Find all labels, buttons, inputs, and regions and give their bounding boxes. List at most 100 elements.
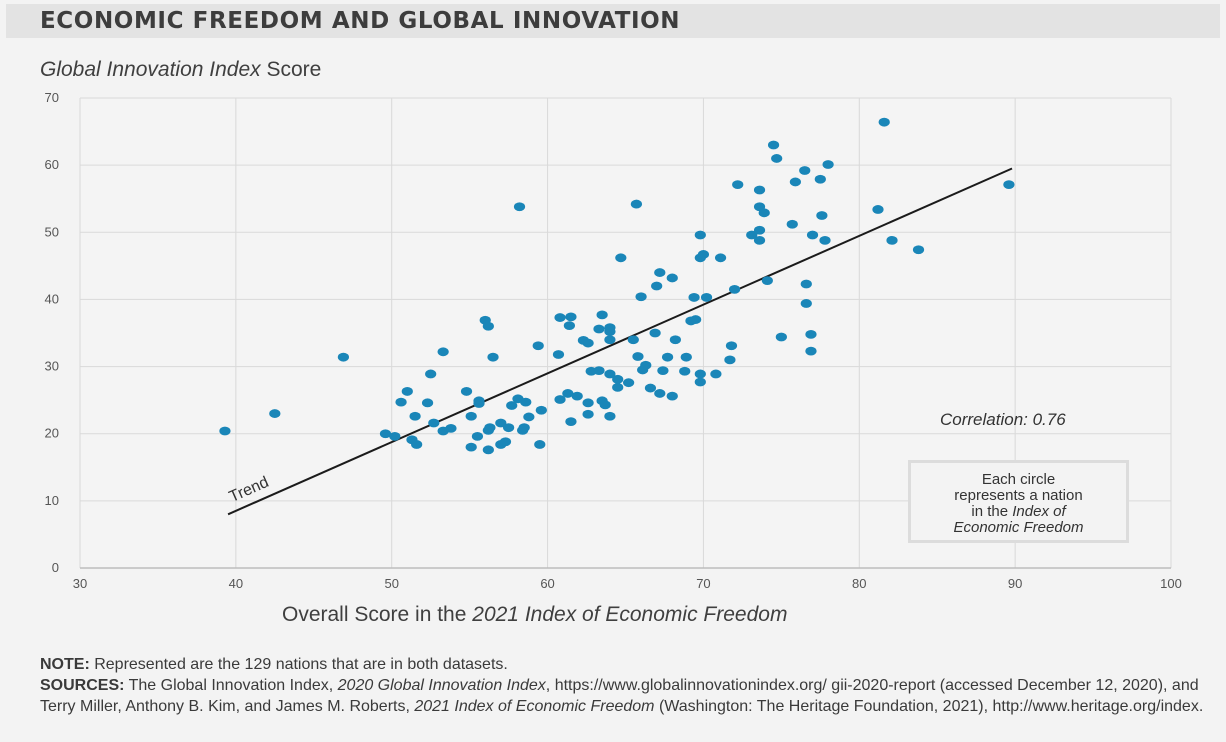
scatter-point <box>690 315 702 324</box>
trend-line <box>227 167 1013 516</box>
scatter-point <box>732 180 744 190</box>
scatter-point <box>710 369 722 379</box>
circle-note-line2: represents a nation <box>954 487 1083 504</box>
scatter-point <box>878 117 890 127</box>
scatter-point <box>389 432 401 441</box>
x-tick-label: 40 <box>229 576 243 591</box>
scatter-point <box>635 292 647 302</box>
scatter-point <box>714 253 727 263</box>
scatter-point <box>421 398 434 408</box>
x-axis-title-italic: 2021 Index of Economic Freedom <box>472 603 788 626</box>
scatter-point <box>337 352 349 362</box>
x-tick-label: 30 <box>73 576 87 591</box>
scatter-point <box>554 395 566 404</box>
scatter-point <box>688 293 700 302</box>
scatter-point <box>649 328 661 338</box>
circle-note-line1: Each circle <box>981 471 1056 488</box>
scatter-point <box>680 352 692 362</box>
scatter-point <box>654 268 666 277</box>
scatter-point <box>612 382 624 392</box>
note-line: NOTE: Represented are the 129 nations th… <box>40 654 1210 675</box>
scatter-point <box>666 273 678 283</box>
scatter-point <box>465 442 477 452</box>
scatter-point <box>814 174 826 184</box>
x-tick-label: 70 <box>696 576 710 591</box>
scatter-point <box>513 202 526 212</box>
correlation-label: Correlation: 0.76 <box>940 410 1066 429</box>
scatter-point <box>654 389 666 398</box>
scatter-point <box>694 377 706 387</box>
scatter-point <box>758 208 770 218</box>
scatter-point <box>503 423 515 433</box>
scatter-point <box>520 397 532 407</box>
scatter-point <box>582 338 594 348</box>
scatter-point <box>535 405 547 415</box>
scatter-point <box>669 335 681 345</box>
scatter-point <box>269 409 281 418</box>
scatter-point <box>816 211 828 220</box>
scatter-point <box>552 350 565 359</box>
y-tick-label: 20 <box>45 426 59 441</box>
scatter-point <box>484 423 496 433</box>
scatter-point <box>767 140 780 150</box>
scatter-point <box>554 313 566 322</box>
footer-notes: NOTE: Represented are the 129 nations th… <box>40 654 1210 717</box>
scatter-point <box>482 321 494 331</box>
y-tick-label: 50 <box>45 224 59 239</box>
scatter-point <box>746 230 758 240</box>
scatter-point <box>612 374 624 384</box>
scatter-point <box>644 383 657 393</box>
scatter-point <box>565 417 577 427</box>
scatter-point <box>379 429 392 439</box>
scatter-point <box>465 411 477 421</box>
scatter-point <box>694 230 706 240</box>
chart-title: ECONOMIC FREEDOM AND GLOBAL INNOVATION <box>40 8 681 34</box>
y-tick-label: 70 <box>45 90 59 105</box>
x-tick-label: 60 <box>540 576 554 591</box>
x-tick-label: 50 <box>384 576 398 591</box>
circle-note-line4-italic: Economic Freedom <box>953 519 1084 536</box>
scatter-point <box>805 346 817 356</box>
scatter-point <box>623 378 635 388</box>
sources-text: SOURCES: The Global Innovation Index, 20… <box>40 675 1210 717</box>
scatter-point <box>445 423 457 433</box>
scatter-point <box>666 391 678 401</box>
circle-note-box: Each circle represents a nation in the I… <box>908 460 1129 543</box>
scatter-point <box>487 352 499 362</box>
x-tick-label: 100 <box>1160 576 1182 591</box>
x-axis-title-prefix: Overall Score in the <box>282 603 473 626</box>
scatter-point <box>596 310 608 320</box>
scatter-point <box>437 347 449 357</box>
x-tick-label: 90 <box>1008 576 1022 591</box>
scatter-point <box>753 185 766 195</box>
sources-italic-1: 2020 Global Innovation Index <box>337 677 546 694</box>
scatter-point <box>819 235 831 245</box>
scatter-point <box>604 411 616 421</box>
scatter-point <box>627 335 639 345</box>
scatter-point <box>661 352 674 362</box>
sources-italic-2: 2021 Index of Economic Freedom <box>414 698 655 715</box>
scatter-point <box>428 418 440 428</box>
scatter-point <box>401 387 413 396</box>
scatter-point <box>582 409 594 419</box>
title-bar: ECONOMIC FREEDOM AND GLOBAL INNOVATION <box>6 4 1220 38</box>
scatter-point <box>518 423 530 433</box>
circle-note-line3-prefix: in the <box>971 503 1013 520</box>
scatter-point <box>775 332 787 342</box>
circle-note-line3: in the Index of <box>911 504 1126 520</box>
scatter-point <box>425 369 437 379</box>
scatter-point <box>615 253 627 263</box>
y-axis-title: Global Innovation Index Score <box>40 58 321 82</box>
scatter-point <box>632 352 644 361</box>
sources-text-1: The Global Innovation Index, <box>124 677 338 694</box>
scatter-point <box>562 389 574 398</box>
y-tick-label: 0 <box>52 560 59 575</box>
scatter-point <box>806 230 819 240</box>
scatter-point <box>532 341 544 351</box>
scatter-point <box>651 281 663 291</box>
scatter-point <box>593 366 605 375</box>
scatter-point <box>604 323 616 333</box>
scatter-point <box>523 412 535 422</box>
scatter-point <box>506 401 518 410</box>
